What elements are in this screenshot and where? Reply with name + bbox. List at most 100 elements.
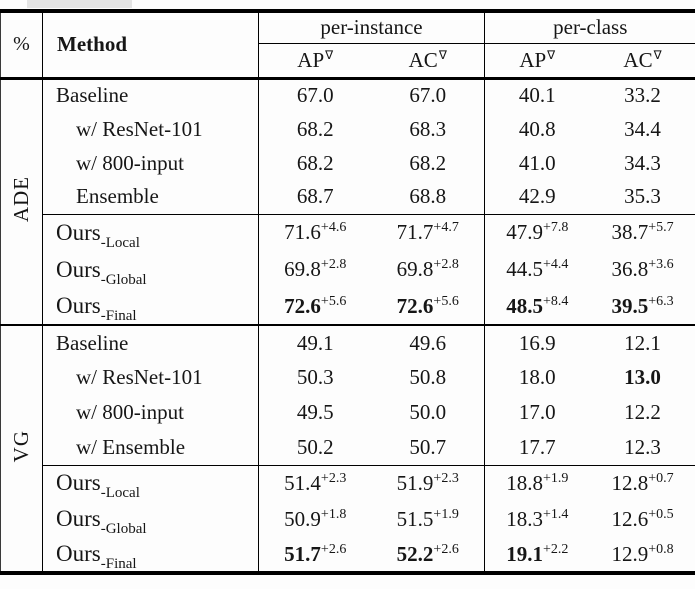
value-cell: 49.1 xyxy=(296,330,334,355)
table-row: Ours-Global 50.9+1.8 51.5+1.9 18.3+1.4 1… xyxy=(1,501,695,537)
method-cell: Ensemble xyxy=(42,180,259,214)
value-cell: 18.8+1.9 xyxy=(484,464,590,501)
value-cell: 69.8+2.8 xyxy=(371,251,486,288)
col-header-percent: % xyxy=(0,11,43,78)
value-cell: 47.9+7.8 xyxy=(484,213,590,251)
value-cell: 41.0 xyxy=(518,150,556,175)
section-vg: VG Baseline 49.1 49.6 16.9 12.1 w/ ResNe… xyxy=(0,325,695,573)
method-cell: w/ ResNet-101 xyxy=(42,112,259,146)
value-cell: 49.6 xyxy=(371,325,486,360)
nabla-icon: ∇ xyxy=(547,47,556,62)
value-cell: 13.0 xyxy=(624,365,661,389)
value-cell: 48.5+8.4 xyxy=(506,293,569,318)
table-row: Ours-Global 69.8+2.8 69.8+2.8 44.5+4.4 3… xyxy=(1,251,695,288)
value-cell: 33.2 xyxy=(624,83,661,108)
value-cell: 12.6+0.5 xyxy=(611,506,674,531)
value-cell: 68.2 xyxy=(296,150,334,175)
value-cell: 68.2 xyxy=(296,116,334,141)
value-cell: 49.5 xyxy=(296,400,334,424)
value-cell: 72.6+5.6 xyxy=(284,293,347,318)
value-cell: 19.1+2.2 xyxy=(506,541,569,566)
value-cell: 39.5+6.3 xyxy=(611,293,674,318)
method-cell: w/ 800-input xyxy=(42,146,259,180)
value-cell: 35.3 xyxy=(624,184,661,209)
value-cell: 12.1 xyxy=(624,330,661,355)
value-cell: 42.9 xyxy=(518,184,556,209)
value-cell: 52.2+2.6 xyxy=(371,537,486,573)
subheader-ap-instance: AP∇ xyxy=(297,47,334,72)
value-cell: 67.0 xyxy=(296,83,334,108)
scan-artifact xyxy=(27,0,132,8)
value-cell: 71.6+4.6 xyxy=(258,213,372,251)
value-cell: 18.0 xyxy=(518,365,556,389)
table-row: Ours-Local 71.6+4.6 71.7+4.7 47.9+7.8 38… xyxy=(1,213,695,251)
table-row: ADE Baseline 67.0 67.0 40.1 33.2 xyxy=(0,78,695,325)
value-cell: 68.2 xyxy=(371,146,486,180)
table-row: Ours-Final 51.7+2.6 52.2+2.6 19.1+2.2 12… xyxy=(1,537,695,573)
table-row: Ensemble 68.7 68.8 42.9 35.3 xyxy=(1,180,695,214)
subheader-ap-class: AP∇ xyxy=(519,47,556,72)
value-cell: 17.7 xyxy=(518,434,556,459)
table-row: w/ 800-input 49.5 50.0 17.0 12.2 xyxy=(1,395,695,430)
table-row: Ours-Final 72.6+5.6 72.6+5.6 48.5+8.4 39… xyxy=(1,288,695,325)
method-cell: Ours-Final xyxy=(42,288,259,325)
method-cell: Ours-Local xyxy=(42,213,259,251)
value-cell: 51.5+1.9 xyxy=(371,501,486,537)
table-row: w/ ResNet-101 68.2 68.3 40.8 34.4 xyxy=(1,112,695,146)
nabla-icon: ∇ xyxy=(653,47,662,62)
value-cell: 50.8 xyxy=(371,360,486,395)
nabla-icon: ∇ xyxy=(438,47,447,62)
value-cell: 68.7 xyxy=(296,184,334,209)
section-label-ade: ADE xyxy=(0,78,43,325)
value-cell: 69.8+2.8 xyxy=(284,257,347,281)
value-cell: 34.4 xyxy=(624,116,661,141)
group-header-per-class: per-class xyxy=(484,11,695,44)
table-row: w/ Ensemble 50.2 50.7 17.7 12.3 xyxy=(1,430,695,465)
method-cell: w/ 800-input xyxy=(42,395,259,430)
value-cell: 40.8 xyxy=(518,116,556,141)
value-cell: 12.2 xyxy=(624,400,661,424)
table-row: w/ ResNet-101 50.3 50.8 18.0 13.0 xyxy=(1,360,695,395)
value-cell: 72.6+5.6 xyxy=(371,288,486,325)
value-cell: 38.7+5.7 xyxy=(589,213,695,251)
nabla-icon: ∇ xyxy=(325,47,334,62)
value-cell: 71.7+4.7 xyxy=(371,213,486,251)
section-label-vg: VG xyxy=(0,325,43,573)
subheader-ac-instance: AC∇ xyxy=(371,43,486,78)
value-cell: 50.2 xyxy=(296,434,334,459)
method-cell: w/ ResNet-101 xyxy=(42,360,259,395)
value-cell: 44.5+4.4 xyxy=(506,257,569,281)
section-ade: ADE Baseline 67.0 67.0 40.1 33.2 w/ ResN… xyxy=(0,78,695,325)
value-cell: 12.3 xyxy=(624,434,661,459)
value-cell: 40.1 xyxy=(518,83,556,108)
value-cell: 34.3 xyxy=(624,150,661,175)
method-cell: w/ Ensemble xyxy=(42,430,259,465)
header-row-metrics: AP∇ AC∇ AP∇ AC∇ xyxy=(1,43,695,78)
method-cell: Ours-Local xyxy=(42,464,259,501)
value-cell: 51.4+2.3 xyxy=(258,464,372,501)
table-row: w/ 800-input 68.2 68.2 41.0 34.3 xyxy=(1,146,695,180)
value-cell: 50.0 xyxy=(371,395,486,430)
method-cell: Ours-Global xyxy=(42,251,259,288)
value-cell: 67.0 xyxy=(371,78,486,112)
method-cell: Ours-Final xyxy=(42,537,259,573)
value-cell: 50.7 xyxy=(371,430,486,465)
results-table: % Method per-instance per-class AP∇ AC∇ … xyxy=(0,9,695,575)
value-cell: 50.3 xyxy=(296,365,334,389)
value-cell: 16.9 xyxy=(518,330,556,355)
table-row: Ours-Local 51.4+2.3 51.9+2.3 18.8+1.9 12… xyxy=(1,464,695,501)
value-cell: 18.3+1.4 xyxy=(506,506,569,531)
value-cell: 51.7+2.6 xyxy=(284,541,347,566)
table-header: % Method per-instance per-class AP∇ AC∇ … xyxy=(0,11,695,78)
value-cell: 51.9+2.3 xyxy=(371,464,486,501)
value-cell: 12.8+0.7 xyxy=(589,464,695,501)
col-header-method: Method xyxy=(42,11,259,78)
value-cell: 12.9+0.8 xyxy=(611,541,674,566)
value-cell: 36.8+3.6 xyxy=(611,257,674,281)
value-cell: 17.0 xyxy=(518,400,556,424)
header-row-groups: % Method per-instance per-class xyxy=(0,11,695,78)
method-cell: Baseline xyxy=(42,78,259,112)
table-row: VG Baseline 49.1 49.6 16.9 12.1 xyxy=(0,325,695,573)
method-cell: Ours-Global xyxy=(42,501,259,537)
